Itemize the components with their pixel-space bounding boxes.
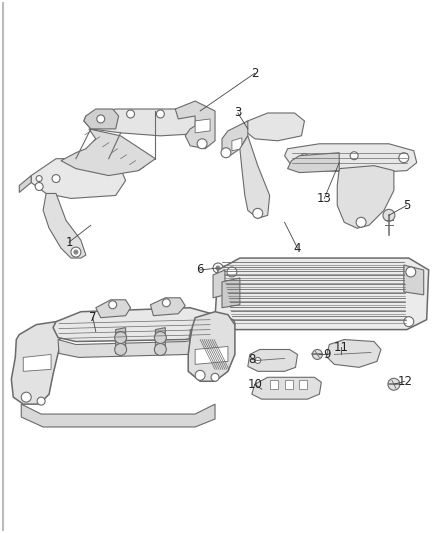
Circle shape bbox=[197, 139, 207, 149]
Polygon shape bbox=[285, 380, 293, 389]
Polygon shape bbox=[270, 380, 278, 389]
Circle shape bbox=[71, 247, 81, 257]
Circle shape bbox=[195, 370, 205, 380]
Circle shape bbox=[189, 343, 201, 356]
Polygon shape bbox=[84, 109, 205, 136]
Circle shape bbox=[35, 182, 43, 190]
Circle shape bbox=[162, 299, 170, 307]
Circle shape bbox=[36, 175, 42, 182]
Polygon shape bbox=[337, 166, 394, 228]
Circle shape bbox=[109, 301, 117, 309]
Text: 11: 11 bbox=[334, 341, 349, 354]
Polygon shape bbox=[213, 270, 225, 298]
Polygon shape bbox=[222, 278, 240, 308]
Polygon shape bbox=[245, 113, 304, 141]
Circle shape bbox=[21, 392, 31, 402]
Text: 6: 6 bbox=[196, 263, 204, 277]
Circle shape bbox=[115, 343, 127, 356]
Polygon shape bbox=[150, 298, 185, 316]
Circle shape bbox=[356, 217, 366, 227]
Circle shape bbox=[404, 317, 414, 327]
Polygon shape bbox=[31, 159, 126, 198]
Polygon shape bbox=[404, 265, 424, 295]
Circle shape bbox=[52, 175, 60, 182]
Polygon shape bbox=[232, 138, 242, 151]
Polygon shape bbox=[326, 340, 381, 367]
Circle shape bbox=[189, 332, 201, 343]
Polygon shape bbox=[215, 258, 429, 329]
Circle shape bbox=[221, 148, 231, 158]
Polygon shape bbox=[248, 350, 297, 372]
Text: 5: 5 bbox=[403, 199, 410, 212]
Circle shape bbox=[255, 358, 261, 364]
Polygon shape bbox=[195, 119, 210, 133]
Circle shape bbox=[253, 208, 263, 219]
Polygon shape bbox=[155, 328, 165, 353]
Polygon shape bbox=[288, 153, 339, 173]
Circle shape bbox=[74, 250, 78, 254]
Polygon shape bbox=[96, 300, 131, 318]
Polygon shape bbox=[252, 377, 321, 399]
Polygon shape bbox=[84, 109, 119, 129]
Polygon shape bbox=[190, 328, 200, 353]
Circle shape bbox=[216, 266, 220, 270]
Circle shape bbox=[97, 115, 105, 123]
Polygon shape bbox=[21, 404, 215, 427]
Polygon shape bbox=[222, 121, 248, 156]
Circle shape bbox=[115, 332, 127, 343]
Polygon shape bbox=[58, 336, 215, 358]
Circle shape bbox=[155, 343, 166, 356]
Polygon shape bbox=[43, 193, 86, 258]
Polygon shape bbox=[240, 136, 270, 219]
Circle shape bbox=[399, 153, 409, 163]
Text: 9: 9 bbox=[324, 348, 331, 361]
Circle shape bbox=[211, 373, 219, 381]
Circle shape bbox=[383, 209, 395, 221]
Text: 10: 10 bbox=[247, 378, 262, 391]
Text: 8: 8 bbox=[248, 353, 255, 366]
Text: 4: 4 bbox=[294, 241, 301, 255]
Circle shape bbox=[37, 397, 45, 405]
Polygon shape bbox=[53, 308, 218, 342]
Circle shape bbox=[155, 332, 166, 343]
Polygon shape bbox=[19, 175, 31, 192]
Polygon shape bbox=[11, 321, 61, 404]
Polygon shape bbox=[188, 312, 235, 381]
Text: 7: 7 bbox=[89, 311, 96, 324]
Circle shape bbox=[406, 267, 416, 277]
Polygon shape bbox=[23, 354, 51, 372]
Text: 13: 13 bbox=[317, 192, 332, 205]
Text: 2: 2 bbox=[251, 67, 258, 80]
Circle shape bbox=[213, 263, 223, 273]
Polygon shape bbox=[195, 346, 228, 365]
Circle shape bbox=[300, 154, 308, 161]
Text: 3: 3 bbox=[234, 107, 242, 119]
Polygon shape bbox=[285, 144, 417, 173]
Circle shape bbox=[156, 110, 164, 118]
Circle shape bbox=[127, 110, 134, 118]
Polygon shape bbox=[300, 380, 307, 389]
Circle shape bbox=[227, 267, 237, 277]
Circle shape bbox=[312, 350, 322, 359]
Text: 1: 1 bbox=[65, 236, 73, 249]
Polygon shape bbox=[116, 328, 126, 353]
Text: 12: 12 bbox=[397, 375, 412, 388]
Circle shape bbox=[350, 152, 358, 160]
Circle shape bbox=[225, 319, 235, 329]
Polygon shape bbox=[61, 129, 155, 175]
Circle shape bbox=[388, 378, 400, 390]
Polygon shape bbox=[175, 101, 215, 149]
